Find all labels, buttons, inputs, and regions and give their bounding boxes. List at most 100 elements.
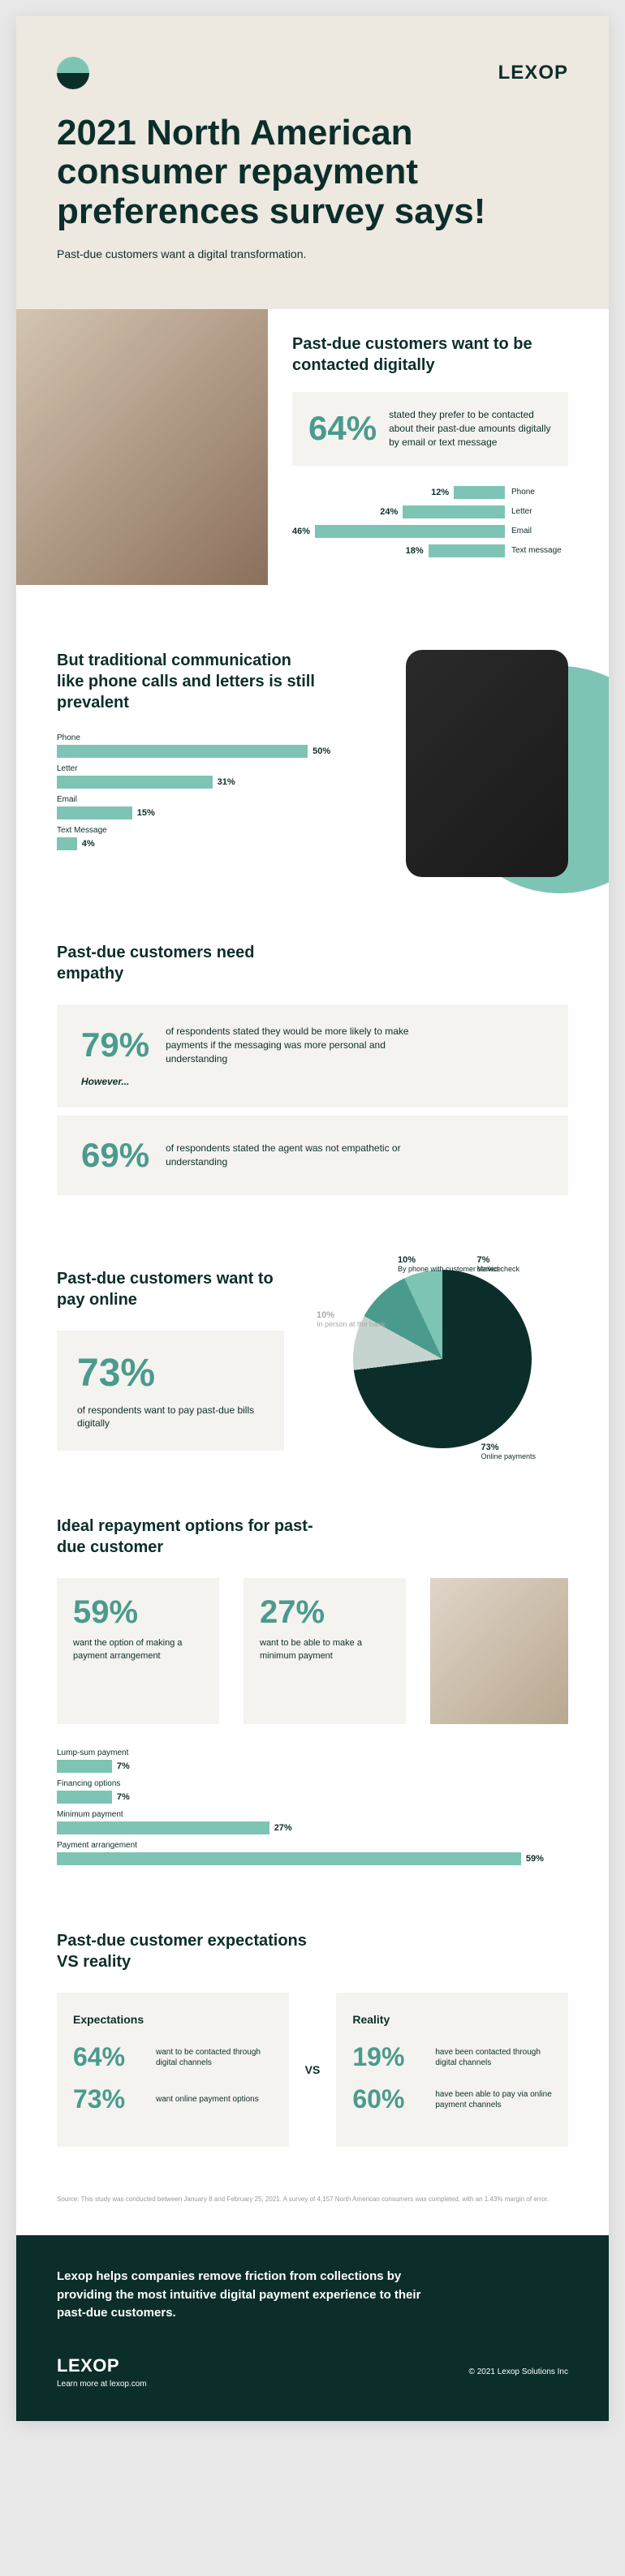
bar-fill [57,1791,112,1804]
expectations-column: Expectations 64% want to be contacted th… [57,1993,289,2147]
section-heading: Past-due customers want to be contacted … [292,333,568,376]
phone-image-wrap [406,650,568,877]
footer-brand: LEXOP [57,2355,147,2376]
stat-text: of respondents stated they would be more… [166,1025,425,1065]
pie-chart [353,1270,532,1448]
stat-text: stated they prefer to be contacted about… [389,408,552,449]
payment-method-pie: 10%By phone with customer service 7%Mail… [317,1270,568,1448]
bar-label: Letter [511,507,568,516]
bar-percentage: 31% [218,777,235,787]
bar-fill [57,1821,269,1834]
section-traditional: But traditional communication like phone… [16,617,609,910]
bar-fill [57,745,308,758]
stat-row: 69% of respondents stated the agent was … [57,1116,568,1195]
stat-box: 27% want to be able to make a minimum pa… [244,1578,406,1724]
reality-column: Reality 19% have been contacted through … [336,1993,568,2147]
section-expectations-reality: Past-due customer expectations VS realit… [16,1898,609,2179]
bar-percentage: 12% [431,488,449,497]
stat-percentage: 79% [81,1026,149,1064]
stat-box: 73% of respondents want to pay past-due … [57,1331,284,1451]
however-text: However... [81,1066,544,1087]
bar-label: Minimum payment [57,1810,123,1819]
footer-copyright: © 2021 Lexop Solutions Inc [469,2367,568,2376]
stat-text: of respondents stated the agent was not … [166,1142,425,1169]
bar-label: Email [511,527,568,535]
bar-row: Text message 18% [292,544,568,557]
bar-row: Email15% [57,795,333,819]
pie-label: 7%Mailed check [476,1255,519,1273]
bar-label: Payment arrangement [57,1841,137,1850]
bar-percentage: 24% [380,507,398,517]
stat-percentage: 59% [73,1594,203,1631]
footer-text: Lexop helps companies remove friction fr… [57,2268,446,2323]
logo-icon [57,57,89,89]
bar-label: Phone [57,733,80,742]
stat-text: have been contacted through digital chan… [435,2047,552,2068]
bar-label: Text message [511,546,568,555]
bar-row: Phone 50% [57,733,333,758]
section-heading: But traditional communication like phone… [57,650,317,713]
column-title: Reality [352,2013,552,2026]
bar-percentage: 7% [117,1792,130,1802]
footer-learn-more: Learn more at lexop.com [57,2380,147,2389]
bar-fill [57,1760,112,1773]
traditional-contact-chart: Phone 50% Letter 31% Email15% Text Message 4% [57,733,333,850]
bar-fill [403,505,505,518]
stat-row: 79% of respondents stated they would be … [57,1004,568,1107]
stat-text: want to be contacted through digital cha… [156,2047,273,2068]
bar-percentage: 4% [82,839,95,849]
footer: Lexop helps companies remove friction fr… [16,2235,609,2421]
stat-text: want the option of making a payment arra… [73,1637,203,1662]
stat-text: want to be able to make a minimum paymen… [260,1637,390,1662]
bar-row: Email 46% [292,525,568,538]
stat-percentage: 60% [352,2084,425,2114]
stat-text: have been able to pay via online payment… [435,2089,552,2110]
stat-percentage: 73% [77,1351,264,1396]
photo-bag [16,309,268,585]
bar-label: Financing options [57,1779,120,1788]
repayment-options-chart: Lump-sum payment 7% Financing options 7% Min… [57,1748,568,1865]
bar-percentage: 15% [137,808,155,818]
stat-text: of respondents want to pay past-due bill… [77,1404,264,1431]
bar-percentage: 7% [117,1761,130,1771]
stat-percentage: 69% [81,1136,149,1175]
bar-percentage: 46% [292,527,310,536]
stat-percentage: 64% [308,409,377,448]
section-repayment-options: Ideal repayment options for past-due cus… [16,1483,609,1898]
bar-fill [315,525,505,538]
section-empathy: Past-due customers need empathy 79% of r… [16,910,609,1235]
pie-label: 73%Online payments [481,1443,536,1460]
bar-percentage: 50% [312,746,330,756]
bar-row: Phone12% [292,486,568,499]
bar-fill [57,806,132,819]
section-heading: Ideal repayment options for past-due cus… [57,1516,317,1558]
bar-row: Text Message 4% [57,826,333,850]
bar-row: Payment arrangement59% [57,1841,568,1865]
contact-preference-chart: Phone12% Letter 24% Email 46% Text message 18% [292,486,568,557]
bar-label: Text Message [57,826,107,835]
infographic-page: LEXOP 2021 North American consumer repay… [16,16,609,2421]
stat-percentage: 73% [73,2084,146,2114]
bar-fill [429,544,505,557]
stat-percentage: 19% [352,2042,425,2072]
stat-percentage: 64% [73,2042,146,2072]
bar-label: Letter [57,764,78,773]
page-subtitle: Past-due customers want a digital transf… [57,247,568,260]
bar-row: Letter 31% [57,764,333,789]
bar-row: Lump-sum payment 7% [57,1748,568,1773]
section-heading: Past-due customers want to pay online [57,1268,284,1310]
source-text: Source: This study was conducted between… [16,2179,609,2235]
stat-text: want online payment options [156,2094,259,2105]
brand-name: LEXOP [498,62,568,84]
pie-label: 10%In person at the bank [317,1310,386,1328]
stat-box: 64% stated they prefer to be contacted a… [292,392,568,465]
header: LEXOP 2021 North American consumer repay… [16,16,609,309]
section-heading: Past-due customers need empathy [57,942,268,984]
bar-fill [57,837,77,850]
bar-percentage: 18% [406,546,424,556]
section-digital-contact: Past-due customers want to be contacted … [16,309,609,617]
bar-row: Minimum payment27% [57,1810,568,1834]
bar-label: Lump-sum payment [57,1748,128,1757]
bar-row: Financing options 7% [57,1779,568,1804]
bar-row: Letter 24% [292,505,568,518]
